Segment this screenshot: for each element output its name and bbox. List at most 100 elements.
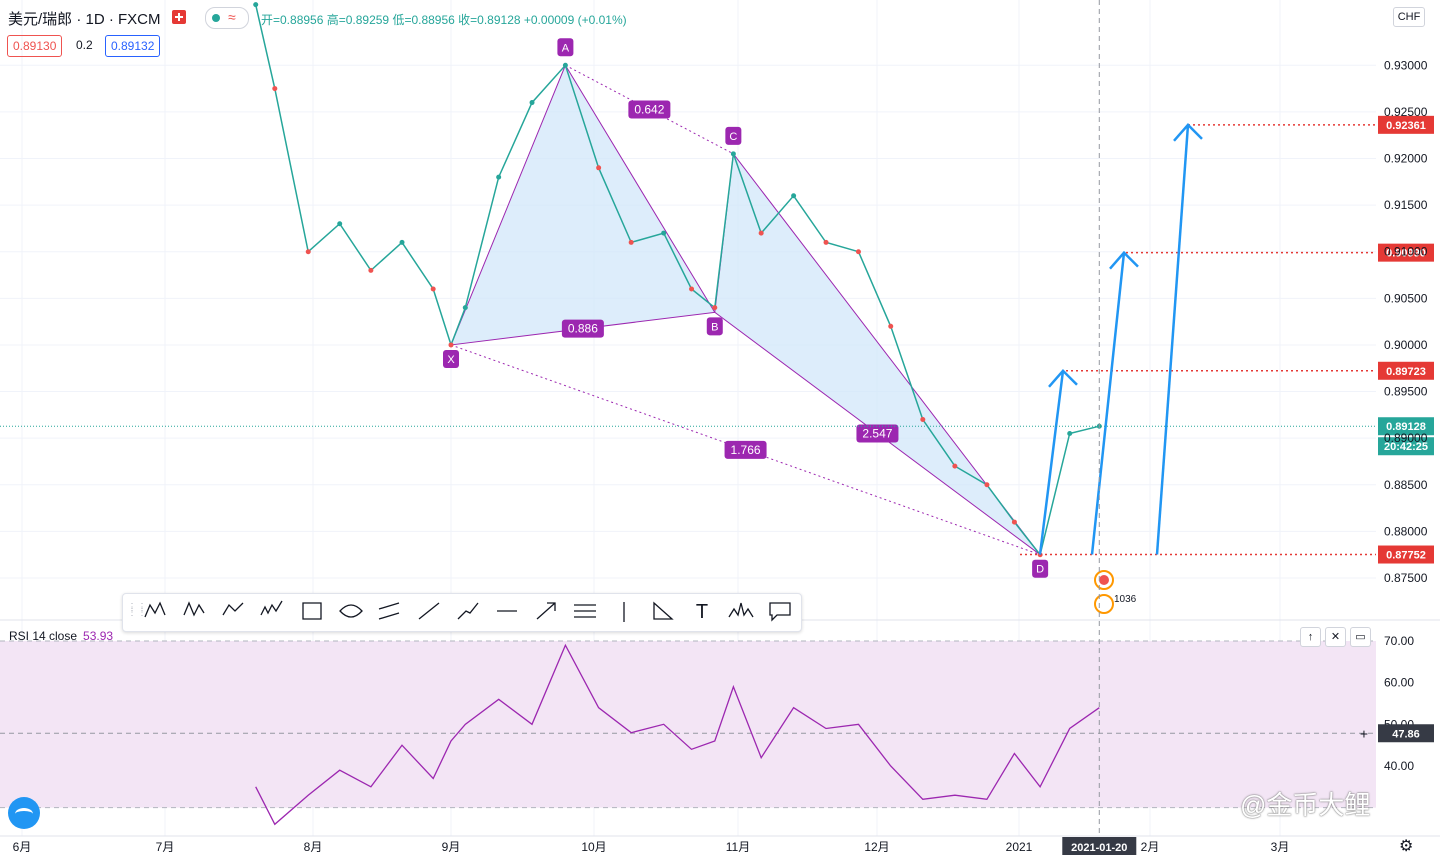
price-tick-label: 0.91000 xyxy=(1384,245,1428,259)
move-pane-up-button[interactable]: ↑ xyxy=(1300,627,1321,647)
time-tick-label: 10月 xyxy=(581,840,606,854)
currency-button[interactable]: CHF xyxy=(1393,7,1425,27)
target-level-label: 0.92361 xyxy=(1386,120,1426,132)
spread-value: 0.2 xyxy=(76,38,93,52)
event-icon xyxy=(1094,594,1114,614)
price-point xyxy=(920,417,926,423)
event-flag-icon xyxy=(1099,575,1109,585)
countdown-tag xyxy=(1378,437,1434,456)
fib-retracement-icon[interactable] xyxy=(570,597,600,627)
buy-button[interactable]: 0.89132 xyxy=(105,35,161,57)
projection-arrow-head xyxy=(1048,368,1078,388)
callout-icon[interactable] xyxy=(765,597,795,627)
projection-arrow-head xyxy=(1173,123,1203,142)
maximize-pane-button[interactable]: ▭ xyxy=(1350,627,1371,647)
ratio-label: 0.642 xyxy=(634,103,664,117)
sell-button[interactable]: 0.89130 xyxy=(7,35,63,57)
price-point xyxy=(730,151,736,157)
target-levels: 0.87752 0.89723 0.90990 0.92361 xyxy=(1020,115,1434,564)
pattern-point-badge xyxy=(443,349,459,368)
time-tick-label: 7月 xyxy=(156,840,175,854)
market-status-pill[interactable]: ≈ xyxy=(205,7,249,29)
price-point xyxy=(272,86,278,92)
ohlc-readout: 开=0.88956 高=0.89259 低=0.88956 收=0.89128 … xyxy=(261,13,627,27)
abcd-pattern-icon[interactable] xyxy=(219,597,249,627)
xabcd-pattern-icon[interactable] xyxy=(141,597,171,627)
projection-arrow xyxy=(1155,124,1190,555)
countdown-label: 20:42:25 xyxy=(1384,441,1428,453)
head-shoulders-icon[interactable] xyxy=(726,597,756,627)
rsi-series-line xyxy=(255,643,1100,826)
projection-arrow xyxy=(1090,252,1126,555)
rsi-legend[interactable]: RSI 14 close 53.93 xyxy=(9,629,113,643)
price-point xyxy=(1067,431,1073,437)
price-points xyxy=(253,2,1102,558)
price-point xyxy=(253,2,259,8)
rsi-value: 53.93 xyxy=(83,629,114,643)
parallel-channel-icon[interactable] xyxy=(375,597,405,627)
symbol-title[interactable]: 美元/瑞郎 · 1D · FXCM xyxy=(8,11,161,28)
time-tick-label: 3月 xyxy=(1271,840,1290,854)
price-point xyxy=(952,463,958,469)
price-tick-label: 0.93000 xyxy=(1384,58,1428,72)
price-tick-label: 0.91500 xyxy=(1384,198,1428,212)
target-level-label: 0.90990 xyxy=(1386,248,1426,260)
price-point xyxy=(368,267,374,273)
price-tick-label: 0.92000 xyxy=(1384,151,1428,165)
rsi-cursor-tag xyxy=(1378,724,1434,743)
three-drives-pattern-icon[interactable] xyxy=(258,597,288,627)
pattern-point-label: C xyxy=(729,131,737,143)
pattern-point-badge xyxy=(557,38,574,57)
price-point xyxy=(448,342,454,348)
last-price-label: 0.89128 xyxy=(1386,421,1426,433)
price-point xyxy=(888,323,894,329)
time-tick-label: 9月 xyxy=(442,840,461,854)
price-tick-label: 0.88000 xyxy=(1384,524,1428,538)
close-pane-button[interactable]: ✕ xyxy=(1325,627,1346,647)
target-level-label: 0.87752 xyxy=(1386,550,1426,562)
trend-line-icon[interactable] xyxy=(414,597,444,627)
pattern-point-label: A xyxy=(562,42,570,54)
triangle-icon[interactable] xyxy=(648,597,678,627)
path-icon[interactable] xyxy=(453,597,483,627)
last-price-tag xyxy=(1378,417,1434,436)
ellipse-icon[interactable] xyxy=(336,597,366,627)
target-level-tag xyxy=(1378,361,1434,380)
price-tick-label: 0.90000 xyxy=(1384,338,1428,352)
rsi-cursor-label: 47.86 xyxy=(1392,728,1420,740)
price-point xyxy=(496,174,502,180)
event-label: 1036 xyxy=(1114,594,1137,605)
pattern-point-badge xyxy=(1032,559,1049,578)
pattern-point-badge xyxy=(725,126,742,145)
price-point xyxy=(305,249,311,255)
watermark: @金币大鲤 xyxy=(1240,790,1371,820)
crosshair-date-label: 2021-01-20 xyxy=(1071,842,1127,854)
price-point xyxy=(1011,519,1017,525)
target-level-tag xyxy=(1378,545,1434,564)
cypher-pattern-icon[interactable] xyxy=(180,597,210,627)
price-point xyxy=(791,193,797,199)
drag-handle-icon[interactable]: ⋮⋮ ⋮⋮ xyxy=(127,602,147,618)
vertical-line-icon[interactable] xyxy=(609,597,639,627)
pattern-ratio-line xyxy=(450,344,1041,556)
rectangle-icon[interactable] xyxy=(297,597,327,627)
price-point xyxy=(430,286,436,292)
price-point xyxy=(758,230,764,236)
time-tick-label: 2月 xyxy=(1141,840,1160,854)
text-tool-label: T xyxy=(695,601,709,623)
price-tick-label: 0.89500 xyxy=(1384,385,1428,399)
pattern-labels: X A B C D 0.886 0.642 2.547 1.766 xyxy=(443,38,1049,578)
projection-arrow xyxy=(1038,370,1065,555)
text-icon[interactable]: T xyxy=(687,597,717,627)
tradingview-logo-icon[interactable] xyxy=(8,797,40,829)
crosshair-date-tag xyxy=(1062,837,1137,855)
ratio-label: 0.886 xyxy=(568,322,598,336)
price-tick-label: 0.89000 xyxy=(1384,431,1428,445)
price-point xyxy=(712,305,718,311)
horizontal-line-icon[interactable] xyxy=(492,597,522,627)
price-point xyxy=(689,286,695,292)
arrow-icon[interactable] xyxy=(531,597,561,627)
gear-icon[interactable]: ⚙ xyxy=(1399,838,1414,855)
ratio-label: 2.547 xyxy=(862,427,892,441)
